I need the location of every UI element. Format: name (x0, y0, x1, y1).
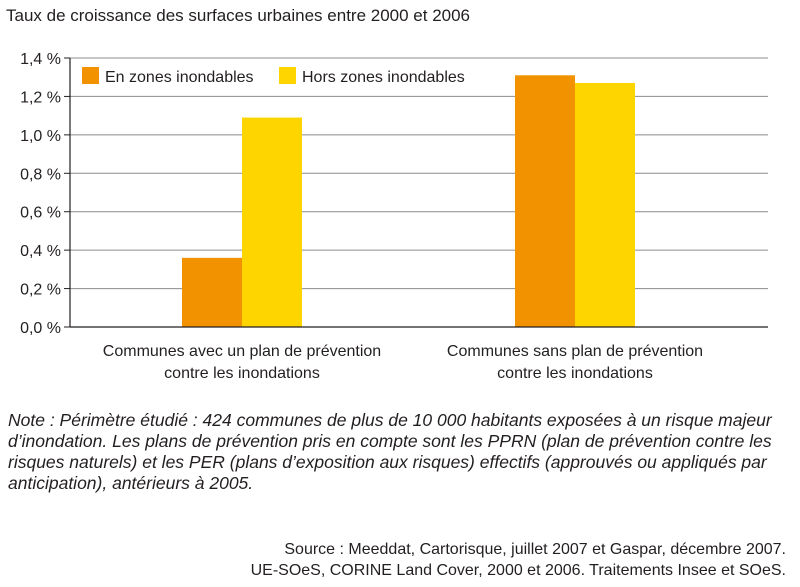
legend-label: En zones inondables (105, 69, 254, 86)
y-tick-label: 0,2 % (20, 282, 61, 299)
bar-chart: 0,0 % 0,2 % 0,4 % 0,6 % 0,8 % 1,0 % 1,2 % 1,4 %… (20, 51, 768, 382)
note-text: Note : Périmètre étudié : 424 communes d… (8, 410, 772, 493)
source-text: Source : Meeddat, Cartorisque, juillet 2… (251, 539, 786, 581)
legend: En zones inondables Hors zones inondables (82, 67, 465, 86)
category-label: Communes avec un plan de prévention (103, 343, 381, 360)
legend-swatch (279, 67, 296, 84)
legend-label: Hors zones inondables (302, 69, 465, 86)
bar-en-zones-0 (182, 257, 242, 327)
chart-title: Taux de croissance des surfaces urbaines… (6, 6, 471, 25)
category-label: contre les inondations (497, 365, 653, 382)
y-tick-label: 1,4 % (20, 51, 61, 68)
y-tick-label: 0,8 % (20, 166, 61, 183)
bar-hors-zones-1 (575, 82, 635, 327)
legend-swatch (82, 67, 99, 84)
category-label: contre les inondations (164, 365, 320, 382)
source-line-2: UE-SOeS, CORINE Land Cover, 2000 et 2006… (250, 562, 786, 579)
bar-en-zones-1 (515, 75, 575, 328)
source-line-1: Source : Meeddat, Cartorisque, juillet 2… (284, 541, 786, 558)
gridlines (70, 57, 768, 290)
category-label: Communes sans plan de prévention (447, 343, 703, 360)
y-tick-label: 1,0 % (20, 128, 61, 145)
axes: 0,0 % 0,2 % 0,4 % 0,6 % 0,8 % 1,0 % 1,2 % 1,4 %… (20, 51, 768, 382)
y-tick-label: 0,6 % (20, 205, 61, 222)
bars (182, 75, 635, 328)
y-tick-label: 0,4 % (20, 243, 61, 260)
y-tick-label: 0,0 % (20, 320, 61, 337)
y-tick-label: 1,2 % (20, 89, 61, 106)
bar-hors-zones-0 (242, 117, 302, 327)
